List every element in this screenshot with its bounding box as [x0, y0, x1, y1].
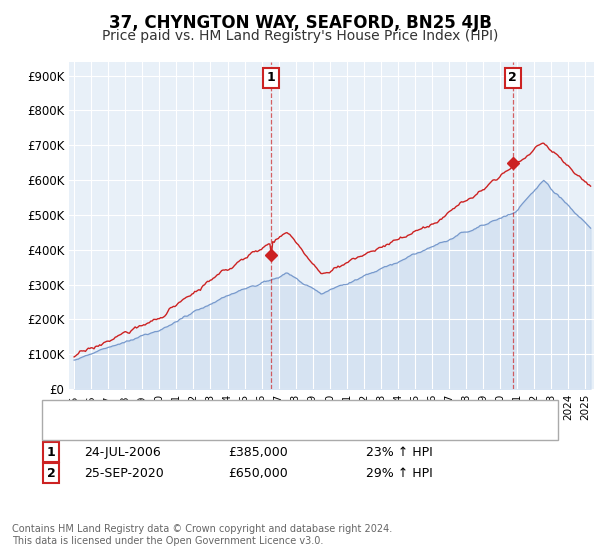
Text: 37, CHYNGTON WAY, SEAFORD, BN25 4JB: 37, CHYNGTON WAY, SEAFORD, BN25 4JB: [109, 14, 491, 32]
Text: 24-JUL-2006: 24-JUL-2006: [84, 446, 161, 459]
Text: 23% ↑ HPI: 23% ↑ HPI: [366, 446, 433, 459]
Text: HPI: Average price, detached house, Lewes: HPI: Average price, detached house, Lewe…: [81, 426, 336, 440]
Text: 2: 2: [508, 72, 517, 85]
Text: 1: 1: [47, 446, 55, 459]
Text: 29% ↑ HPI: 29% ↑ HPI: [366, 466, 433, 480]
Text: ─────: ─────: [48, 426, 86, 440]
Text: Contains HM Land Registry data © Crown copyright and database right 2024.
This d: Contains HM Land Registry data © Crown c…: [12, 524, 392, 546]
Text: 37, CHYNGTON WAY, SEAFORD, BN25 4JB (detached house): 37, CHYNGTON WAY, SEAFORD, BN25 4JB (det…: [81, 403, 432, 417]
Text: £650,000: £650,000: [228, 466, 288, 480]
Text: 2: 2: [47, 466, 55, 480]
Text: £385,000: £385,000: [228, 446, 288, 459]
Text: 1: 1: [267, 72, 275, 85]
Text: ─────: ─────: [48, 403, 86, 417]
Text: Price paid vs. HM Land Registry's House Price Index (HPI): Price paid vs. HM Land Registry's House …: [102, 29, 498, 43]
Text: 25-SEP-2020: 25-SEP-2020: [84, 466, 164, 480]
